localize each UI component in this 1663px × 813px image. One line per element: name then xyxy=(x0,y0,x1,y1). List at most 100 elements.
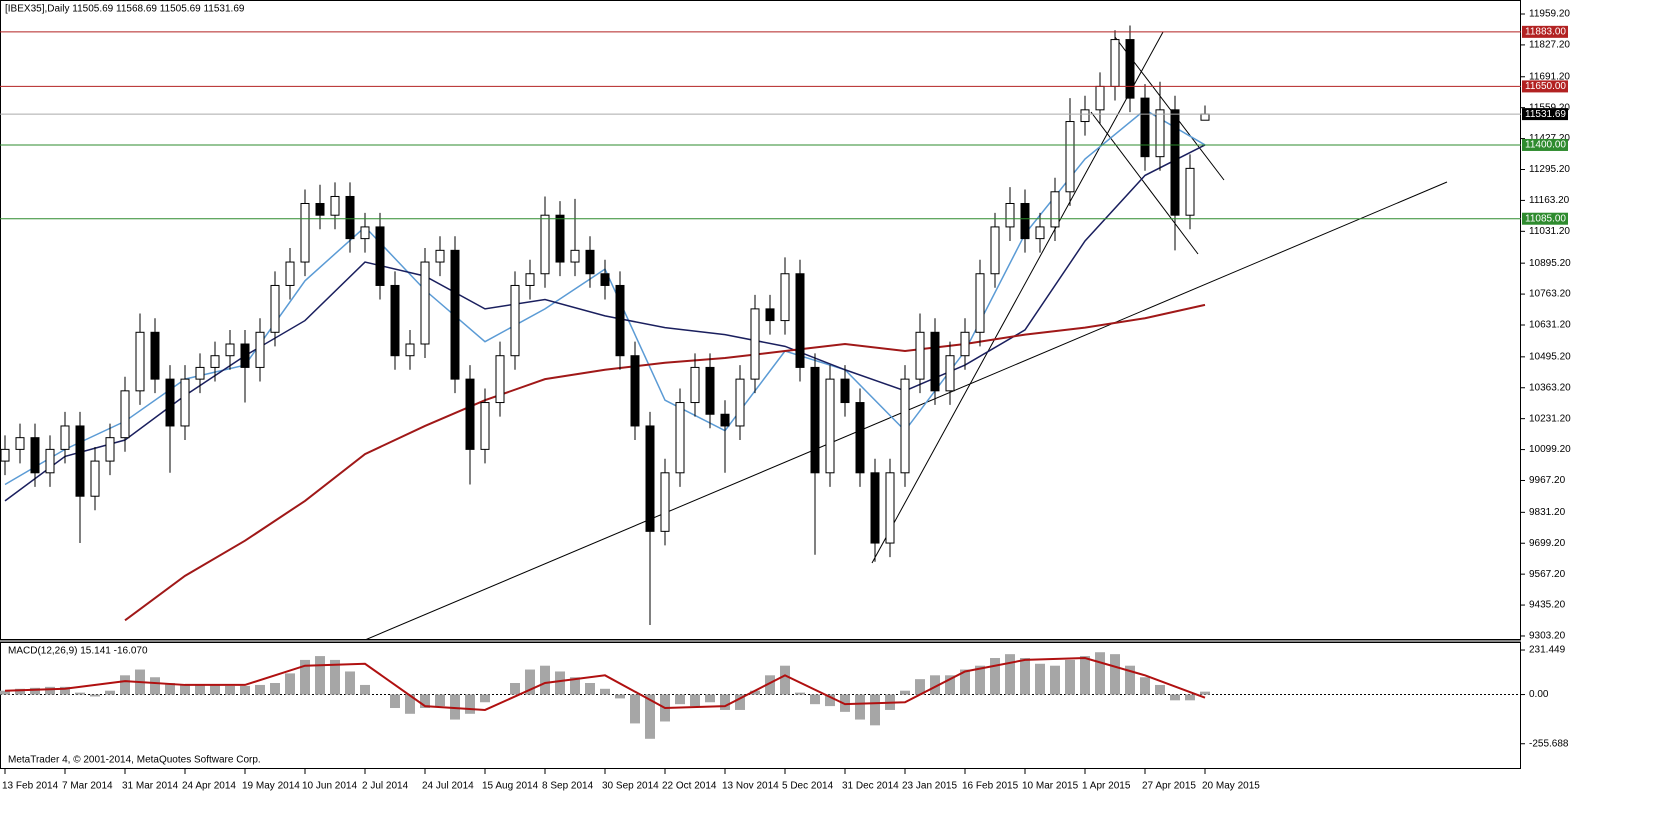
trendlines xyxy=(364,31,1448,640)
histogram-bar xyxy=(945,675,955,695)
histogram-bar xyxy=(180,684,190,695)
histogram-bar xyxy=(30,687,40,695)
histogram-bar xyxy=(105,690,115,695)
candle-body xyxy=(225,343,235,357)
x-tick-label: 23 Jan 2015 xyxy=(902,781,957,792)
y-tick-label: 11827.20 xyxy=(1529,40,1570,51)
price-frame xyxy=(0,0,1521,640)
candle-body xyxy=(435,249,445,263)
candle-body xyxy=(990,226,1000,275)
candle-body xyxy=(345,195,355,240)
y-tick-label: 10363.20 xyxy=(1529,382,1571,393)
y-tick-label: 9699.20 xyxy=(1529,538,1566,549)
candle-body xyxy=(1110,39,1120,87)
y-tick-label: 10631.20 xyxy=(1529,320,1571,331)
candle-body xyxy=(630,355,640,427)
histogram-bar xyxy=(1125,665,1135,695)
candle-body xyxy=(900,378,910,474)
candle-body xyxy=(750,308,760,380)
y-tick-label: 9567.20 xyxy=(1529,569,1566,580)
candle-body xyxy=(315,202,325,216)
candle-body xyxy=(1170,109,1180,216)
histogram-bar xyxy=(45,686,55,695)
histogram-bar xyxy=(240,685,250,695)
y-tick-label: 11559.20 xyxy=(1529,102,1570,113)
level-label: 11400.00 xyxy=(1525,140,1566,151)
candle-body xyxy=(285,261,295,286)
x-tick-label: 2 Jul 2014 xyxy=(362,781,409,792)
candle-body xyxy=(105,437,115,462)
macd-plot xyxy=(0,652,1521,739)
candle-body xyxy=(15,437,25,450)
level-label: 11531.69 xyxy=(1525,109,1566,120)
candle-body xyxy=(930,331,940,392)
histogram-bar xyxy=(435,694,445,707)
candle-body xyxy=(120,390,130,439)
histogram-bar xyxy=(540,665,550,695)
candle-body xyxy=(1125,39,1135,99)
candle-body xyxy=(960,331,970,357)
candle-body xyxy=(555,214,565,263)
candle-body xyxy=(30,437,40,474)
candle-body xyxy=(1140,97,1150,158)
candle-body xyxy=(45,448,55,474)
histogram-bar xyxy=(915,679,925,695)
moving-average xyxy=(124,303,1206,622)
candle-body xyxy=(510,284,520,357)
histogram-bar xyxy=(465,694,475,714)
candle-body xyxy=(375,226,385,286)
candle-body xyxy=(825,378,835,474)
candle-body xyxy=(525,273,535,286)
histogram-bar xyxy=(345,671,355,695)
candle-body xyxy=(90,460,100,497)
candle-body xyxy=(75,425,85,497)
histogram-bar xyxy=(1065,659,1075,695)
trendline xyxy=(871,31,1164,564)
candle-body xyxy=(1050,191,1060,228)
x-tick-label: 1 Apr 2015 xyxy=(1082,781,1131,792)
candle-body xyxy=(840,378,850,404)
x-tick-label: 8 Sep 2014 xyxy=(542,781,594,792)
candle-body xyxy=(780,273,790,322)
histogram-bar xyxy=(795,692,805,695)
histogram-bar xyxy=(1140,677,1150,695)
level-tag xyxy=(1522,212,1568,225)
x-tick-label: 10 Mar 2015 xyxy=(1022,781,1079,792)
candle-body xyxy=(390,284,400,357)
histogram-bar xyxy=(60,686,70,695)
candle-body xyxy=(210,355,220,368)
histogram-bar xyxy=(1185,694,1195,701)
histogram-bar xyxy=(360,684,370,695)
histogram-bar xyxy=(1095,652,1105,695)
level-tag xyxy=(1522,80,1568,93)
histogram-bar xyxy=(705,694,715,703)
candle-body xyxy=(495,355,505,404)
x-tick-label: 27 Apr 2015 xyxy=(1142,781,1196,792)
histogram-bar xyxy=(285,673,295,695)
histogram-bar xyxy=(0,690,10,695)
candle-body xyxy=(420,261,430,345)
candle-body xyxy=(0,448,10,462)
moving-average xyxy=(4,144,1206,502)
histogram-bar xyxy=(555,671,565,695)
y-tick-label: 11691.20 xyxy=(1529,71,1570,82)
x-tick-label: 31 Dec 2014 xyxy=(842,781,899,792)
histogram-bar xyxy=(675,694,685,705)
histogram-bar xyxy=(765,675,775,695)
y-tick-label: 11031.20 xyxy=(1529,226,1570,237)
y-tick-label: 11959.20 xyxy=(1529,9,1570,20)
histogram-bar xyxy=(255,684,265,695)
candle-body xyxy=(690,366,700,404)
y-tick-label: 9967.20 xyxy=(1529,475,1566,486)
histogram-bar xyxy=(1050,665,1060,695)
level-label: 11883.00 xyxy=(1525,26,1566,37)
histogram-bar xyxy=(1035,663,1045,695)
candle-body xyxy=(360,226,370,240)
level-tag xyxy=(1522,138,1568,151)
candle-body xyxy=(465,378,475,450)
y-tick-label: 9435.20 xyxy=(1529,600,1566,611)
y-tick-label: 10231.20 xyxy=(1529,413,1571,424)
histogram-bar xyxy=(225,685,235,695)
axes: 11959.20 11827.20 11691.20 11559.20 11427.20… xyxy=(2,9,1571,792)
